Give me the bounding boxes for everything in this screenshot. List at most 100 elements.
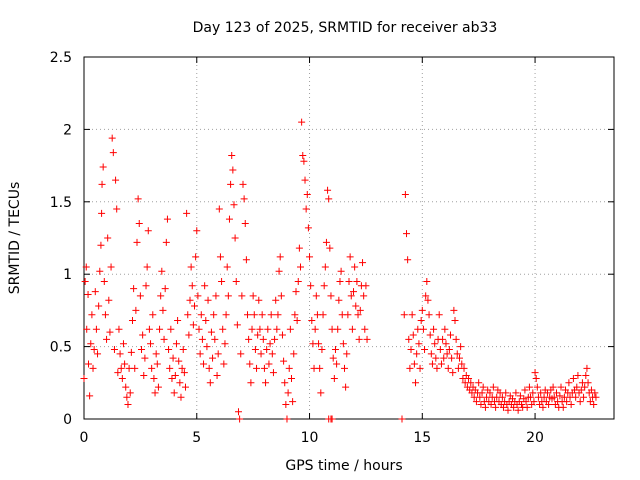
data-point <box>315 340 323 348</box>
data-point <box>300 157 308 165</box>
data-point <box>163 215 171 223</box>
data-point <box>136 292 144 300</box>
data-point <box>278 331 286 339</box>
data-point <box>195 325 203 333</box>
data-point <box>573 383 581 391</box>
data-point <box>250 311 258 319</box>
data-point <box>312 292 320 300</box>
data-point <box>565 379 573 387</box>
data-point <box>82 263 90 271</box>
data-point <box>109 149 117 157</box>
data-point <box>204 296 212 304</box>
data-point <box>89 364 97 372</box>
data-point <box>456 354 464 362</box>
data-point <box>116 350 124 358</box>
data-point <box>591 389 599 397</box>
data-point <box>181 383 189 391</box>
data-point <box>457 343 465 351</box>
data-point <box>293 317 301 325</box>
data-point <box>415 340 423 348</box>
data-point <box>92 325 100 333</box>
data-point <box>150 374 158 382</box>
data-point <box>118 374 126 382</box>
data-point <box>401 191 409 199</box>
data-point <box>216 253 224 261</box>
x-tick-label: 10 <box>301 430 319 446</box>
data-point <box>452 335 460 343</box>
data-point <box>103 335 111 343</box>
data-point <box>549 383 557 391</box>
data-point <box>400 311 408 319</box>
data-point <box>273 325 281 333</box>
data-point <box>539 403 547 411</box>
data-point <box>97 241 105 249</box>
data-point <box>98 180 106 188</box>
y-tick-label: 1 <box>63 267 72 283</box>
data-point <box>424 296 432 304</box>
data-point <box>363 335 371 343</box>
data-point <box>450 306 458 314</box>
data-point <box>228 151 236 159</box>
data-point <box>442 340 450 348</box>
data-point <box>437 360 445 368</box>
data-point <box>106 328 114 336</box>
axes: 0 0.5 1 1.5 2 2.5 0 5 10 15 20 <box>50 50 615 446</box>
data-point <box>486 389 494 397</box>
data-point <box>132 306 140 314</box>
data-point <box>178 364 186 372</box>
data-point <box>425 311 433 319</box>
data-point <box>141 354 149 362</box>
data-point <box>290 350 298 358</box>
data-point <box>159 306 167 314</box>
data-point <box>294 277 302 285</box>
data-point <box>144 227 152 235</box>
data-point <box>285 364 293 372</box>
data-point <box>289 398 297 406</box>
data-point <box>422 292 430 300</box>
data-point <box>319 311 327 319</box>
data-point <box>154 383 162 391</box>
data-point <box>81 277 89 285</box>
data-point <box>104 234 112 242</box>
data-point <box>197 311 205 319</box>
data-point <box>302 205 310 213</box>
data-point <box>122 383 130 391</box>
data-point <box>240 195 248 203</box>
x-tick-label: 20 <box>526 430 544 446</box>
data-point <box>436 345 444 353</box>
data-point <box>412 379 420 387</box>
data-point <box>161 285 169 293</box>
data-point <box>209 354 217 362</box>
data-point <box>108 134 116 142</box>
data-point <box>299 151 307 159</box>
data-point <box>353 277 361 285</box>
data-point <box>433 364 441 372</box>
data-point <box>105 296 113 304</box>
data-point <box>128 317 136 325</box>
data-point <box>145 325 153 333</box>
data-point <box>333 360 341 368</box>
data-point <box>404 256 412 264</box>
data-point <box>265 360 273 368</box>
data-point <box>177 393 185 401</box>
data-point <box>253 364 261 372</box>
data-point <box>318 345 326 353</box>
data-point <box>348 325 356 333</box>
data-point <box>449 369 457 377</box>
data-point <box>101 311 109 319</box>
data-point <box>329 354 337 362</box>
data-point <box>172 340 180 348</box>
data-point <box>257 350 265 358</box>
data-point <box>142 282 150 290</box>
data-point <box>95 302 103 310</box>
x-tick-label: 15 <box>413 430 431 446</box>
data-point <box>165 345 173 353</box>
data-point <box>263 345 271 353</box>
data-point <box>325 195 333 203</box>
data-point <box>529 389 537 397</box>
data-point <box>430 325 438 333</box>
data-point <box>179 345 187 353</box>
data-point <box>254 331 262 339</box>
data-point <box>498 393 506 401</box>
